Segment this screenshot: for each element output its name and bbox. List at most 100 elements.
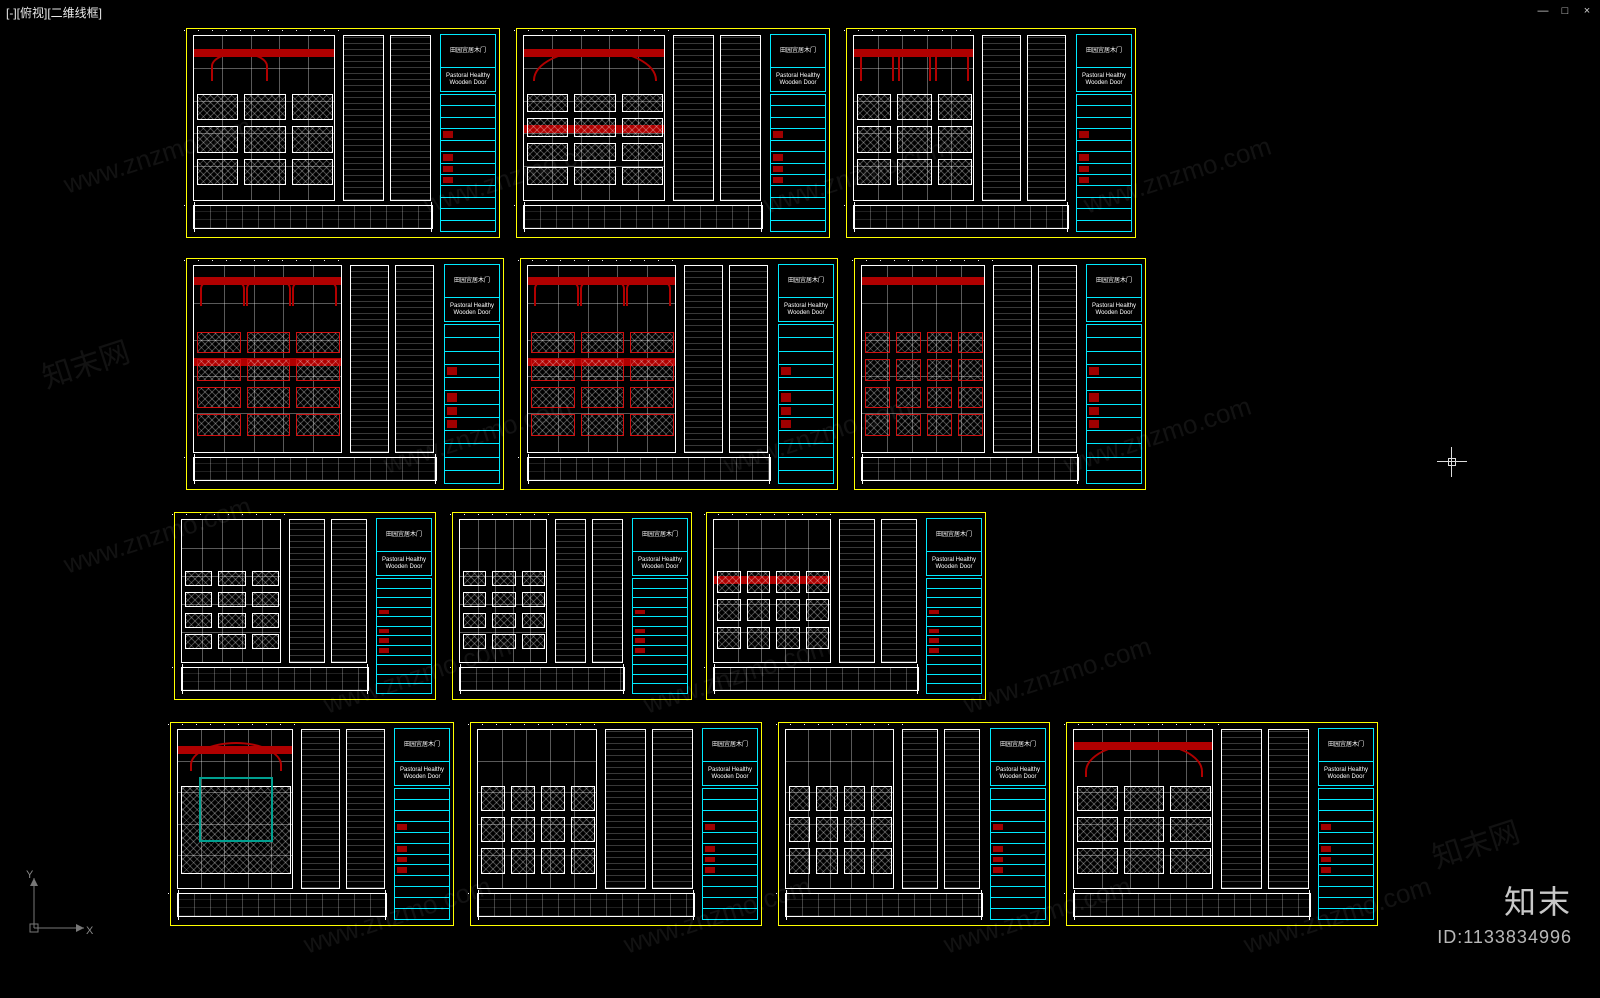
title-block-company-en: Pastoral Healthy Wooden Door xyxy=(1076,68,1132,92)
cabinet-panel xyxy=(571,786,595,811)
title-block: 田园宜居木门Pastoral Healthy Wooden Door xyxy=(440,34,496,232)
title-block-row xyxy=(926,665,982,675)
section-drawing xyxy=(1038,265,1077,453)
title-block-row xyxy=(376,684,432,694)
ucs-y-label: Y xyxy=(26,869,34,881)
title-block-row xyxy=(376,627,432,637)
section-drawing xyxy=(1221,729,1262,889)
title-block-company: 田园宜居木门 xyxy=(926,518,982,552)
cabinet-panel xyxy=(185,613,212,628)
cabinet-panel xyxy=(292,126,333,152)
cabinet-panel xyxy=(844,848,865,873)
cabinet-panel xyxy=(527,167,568,185)
title-block-row xyxy=(1076,118,1132,129)
drawing-sheet[interactable]: 田园宜居木门Pastoral Healthy Wooden Door xyxy=(706,512,986,700)
title-block-row xyxy=(702,855,758,866)
title-block-row xyxy=(778,324,834,338)
cabinet-panel xyxy=(247,359,291,381)
cabinet-panel xyxy=(185,571,212,586)
cad-viewport[interactable]: [-][俯视][二维线框] — □ × 田园宜居木门Pastoral Healt… xyxy=(0,0,1600,998)
title-block-row xyxy=(702,844,758,855)
title-block-row xyxy=(702,822,758,833)
cabinet-panel xyxy=(871,786,892,811)
title-block-company-en: Pastoral Healthy Wooden Door xyxy=(770,68,826,92)
drawing-sheet[interactable]: 田园宜居木门Pastoral Healthy Wooden Door xyxy=(516,28,830,238)
cabinet-panel xyxy=(571,817,595,842)
title-block-row xyxy=(376,636,432,646)
section-drawing xyxy=(331,519,367,663)
title-block: 田园宜居木门Pastoral Healthy Wooden Door xyxy=(1318,728,1374,920)
title-block-company-en: Pastoral Healthy Wooden Door xyxy=(1318,762,1374,786)
title-block-row xyxy=(702,788,758,800)
cabinet-panel xyxy=(492,571,515,586)
drawing-sheet[interactable]: 田园宜居木门Pastoral Healthy Wooden Door xyxy=(186,258,504,490)
drawing-sheet[interactable]: 田园宜居木门Pastoral Healthy Wooden Door xyxy=(854,258,1146,490)
title-block: 田园宜居木门Pastoral Healthy Wooden Door xyxy=(394,728,450,920)
title-block-row xyxy=(444,458,500,471)
cabinet-panel xyxy=(938,159,972,185)
plan-drawing xyxy=(459,667,625,691)
title-block-row xyxy=(1318,855,1374,866)
title-block-company-en: Pastoral Healthy Wooden Door xyxy=(926,552,982,576)
cabinet-panel xyxy=(574,94,615,112)
cabinet-panel xyxy=(522,592,545,607)
drawing-sheet[interactable]: 田园宜居木门Pastoral Healthy Wooden Door xyxy=(778,722,1050,926)
cabinet-panel xyxy=(527,143,568,161)
drawing-sheet[interactable]: 田园宜居木门Pastoral Healthy Wooden Door xyxy=(846,28,1136,238)
cabinet-panel xyxy=(522,634,545,649)
cabinet-panel xyxy=(896,387,921,409)
title-block-rows xyxy=(376,578,432,694)
cabinet-panel xyxy=(541,848,565,873)
model-space[interactable]: 田园宜居木门Pastoral Healthy Wooden Door田园宜居木门… xyxy=(0,0,1600,998)
section-drawing xyxy=(555,519,586,663)
cabinet-panel xyxy=(1124,786,1165,811)
title-block-rows xyxy=(926,578,982,694)
title-block-row xyxy=(376,608,432,618)
title-block: 田园宜居木门Pastoral Healthy Wooden Door xyxy=(990,728,1046,920)
plan-drawing xyxy=(177,893,387,917)
title-block-row xyxy=(444,391,500,404)
cabinet-panel xyxy=(571,848,595,873)
title-block-row xyxy=(1076,175,1132,186)
title-block-rows xyxy=(702,788,758,920)
title-block-row xyxy=(990,887,1046,898)
section-drawing xyxy=(881,519,917,663)
title-block-row xyxy=(632,656,688,666)
cabinet-panel xyxy=(630,359,674,381)
title-block-row xyxy=(440,164,496,175)
title-block: 田园宜居木门Pastoral Healthy Wooden Door xyxy=(1086,264,1142,484)
cabinet-panel xyxy=(197,159,238,185)
cabinet-panel xyxy=(927,359,952,381)
drawing-sheet[interactable]: 田园宜居木门Pastoral Healthy Wooden Door xyxy=(470,722,762,926)
title-block-row xyxy=(444,378,500,391)
drawing-sheet[interactable]: 田园宜居木门Pastoral Healthy Wooden Door xyxy=(186,28,500,238)
section-drawing xyxy=(592,519,623,663)
cabinet-panel xyxy=(581,332,625,354)
elevation-drawing xyxy=(193,35,335,201)
cabinet-panel xyxy=(252,592,279,607)
drawing-sheet[interactable]: 田园宜居木门Pastoral Healthy Wooden Door xyxy=(170,722,454,926)
title-block-row xyxy=(376,675,432,685)
section-drawing xyxy=(839,519,875,663)
section-drawing xyxy=(605,729,646,889)
cabinet-panel xyxy=(927,332,952,354)
title-block-row xyxy=(1318,898,1374,909)
cabinet-panel xyxy=(897,159,931,185)
drawing-sheet[interactable]: 田园宜居木门Pastoral Healthy Wooden Door xyxy=(1066,722,1378,926)
title-block-row xyxy=(444,338,500,351)
cabinet-panel xyxy=(938,126,972,152)
title-block-row xyxy=(394,887,450,898)
cabinet-panel xyxy=(630,414,674,436)
drawing-sheet[interactable]: 田园宜居木门Pastoral Healthy Wooden Door xyxy=(520,258,838,490)
title-block-row xyxy=(632,636,688,646)
title-block-rows xyxy=(1086,324,1142,484)
watermark-brand: 知末 ID:1133834996 xyxy=(1437,877,1572,948)
title-block-row xyxy=(990,811,1046,822)
title-block-row xyxy=(1086,405,1142,418)
drawing-sheet[interactable]: 田园宜居木门Pastoral Healthy Wooden Door xyxy=(452,512,692,700)
drawing-sheet[interactable]: 田园宜居木门Pastoral Healthy Wooden Door xyxy=(174,512,436,700)
title-block-row xyxy=(394,898,450,909)
cabinet-panel xyxy=(857,159,891,185)
title-block-company-en: Pastoral Healthy Wooden Door xyxy=(440,68,496,92)
title-block-row xyxy=(770,106,826,117)
